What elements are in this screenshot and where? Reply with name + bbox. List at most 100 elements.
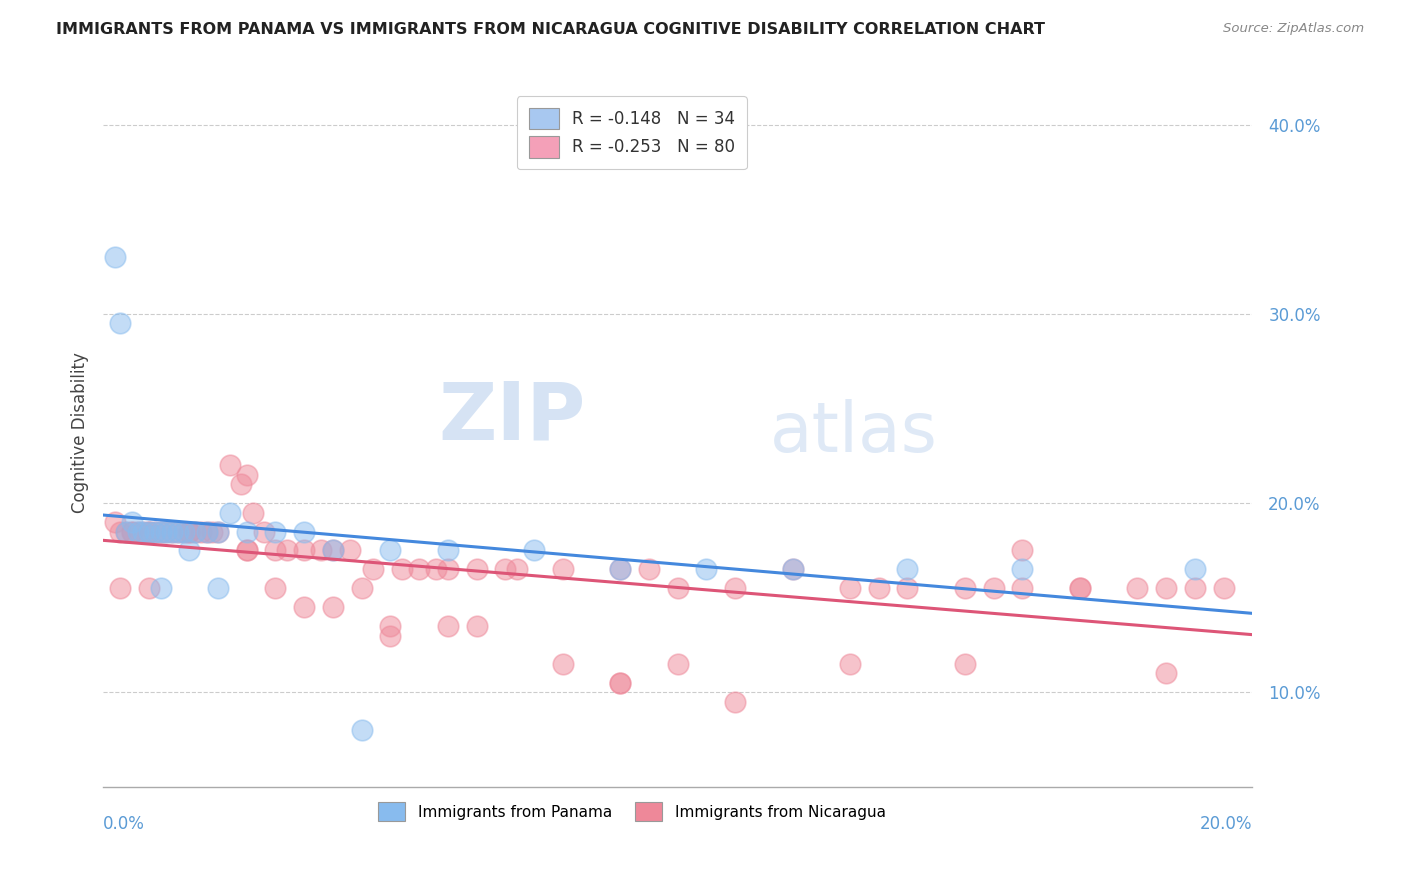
Text: IMMIGRANTS FROM PANAMA VS IMMIGRANTS FROM NICARAGUA COGNITIVE DISABILITY CORRELA: IMMIGRANTS FROM PANAMA VS IMMIGRANTS FRO…	[56, 22, 1045, 37]
Point	[896, 581, 918, 595]
Legend: Immigrants from Panama, Immigrants from Nicaragua: Immigrants from Panama, Immigrants from …	[370, 794, 893, 829]
Point	[184, 524, 207, 539]
Point	[173, 524, 195, 539]
Point	[190, 524, 212, 539]
Point	[149, 581, 172, 595]
Point	[143, 524, 166, 539]
Point	[160, 524, 183, 539]
Point	[896, 562, 918, 576]
Point	[638, 562, 661, 576]
Point	[339, 543, 361, 558]
Point	[242, 506, 264, 520]
Point	[166, 524, 188, 539]
Point	[609, 562, 631, 576]
Point	[983, 581, 1005, 595]
Point	[115, 524, 138, 539]
Point	[132, 524, 155, 539]
Point	[155, 524, 177, 539]
Point	[104, 515, 127, 529]
Point	[138, 524, 160, 539]
Text: 0.0%: 0.0%	[103, 815, 145, 833]
Point	[666, 657, 689, 671]
Point	[201, 524, 224, 539]
Point	[104, 250, 127, 264]
Point	[149, 524, 172, 539]
Point	[236, 467, 259, 482]
Text: atlas: atlas	[769, 399, 938, 466]
Point	[218, 506, 240, 520]
Point	[1184, 581, 1206, 595]
Point	[465, 619, 488, 633]
Point	[121, 524, 143, 539]
Point	[437, 619, 460, 633]
Point	[173, 524, 195, 539]
Point	[322, 543, 344, 558]
Point	[292, 543, 315, 558]
Point	[110, 581, 132, 595]
Point	[506, 562, 529, 576]
Point	[666, 581, 689, 595]
Point	[207, 524, 229, 539]
Point	[1154, 666, 1177, 681]
Point	[264, 524, 287, 539]
Point	[155, 524, 177, 539]
Point	[361, 562, 384, 576]
Point	[236, 543, 259, 558]
Point	[782, 562, 804, 576]
Point	[322, 600, 344, 615]
Point	[138, 581, 160, 595]
Point	[380, 543, 402, 558]
Point	[143, 524, 166, 539]
Point	[408, 562, 430, 576]
Point	[110, 317, 132, 331]
Point	[132, 524, 155, 539]
Point	[264, 581, 287, 595]
Point	[350, 581, 373, 595]
Point	[253, 524, 276, 539]
Point	[437, 562, 460, 576]
Point	[839, 581, 862, 595]
Text: 20.0%: 20.0%	[1199, 815, 1253, 833]
Point	[425, 562, 447, 576]
Point	[1011, 543, 1033, 558]
Point	[149, 524, 172, 539]
Point	[110, 524, 132, 539]
Point	[184, 524, 207, 539]
Point	[195, 524, 218, 539]
Point	[1184, 562, 1206, 576]
Point	[179, 524, 201, 539]
Point	[724, 695, 747, 709]
Point	[551, 657, 574, 671]
Point	[292, 600, 315, 615]
Point	[465, 562, 488, 576]
Point	[1011, 581, 1033, 595]
Point	[236, 543, 259, 558]
Point	[218, 458, 240, 473]
Point	[179, 524, 201, 539]
Text: Source: ZipAtlas.com: Source: ZipAtlas.com	[1223, 22, 1364, 36]
Point	[1154, 581, 1177, 595]
Point	[292, 524, 315, 539]
Point	[322, 543, 344, 558]
Point	[494, 562, 516, 576]
Point	[311, 543, 333, 558]
Point	[236, 524, 259, 539]
Text: ZIP: ZIP	[439, 379, 586, 457]
Point	[380, 619, 402, 633]
Point	[437, 543, 460, 558]
Point	[1011, 562, 1033, 576]
Point	[1069, 581, 1091, 595]
Point	[609, 676, 631, 690]
Point	[380, 629, 402, 643]
Point	[609, 562, 631, 576]
Point	[264, 543, 287, 558]
Point	[953, 657, 976, 671]
Point	[207, 581, 229, 595]
Point	[138, 524, 160, 539]
Y-axis label: Cognitive Disability: Cognitive Disability	[72, 351, 89, 513]
Point	[695, 562, 717, 576]
Point	[724, 581, 747, 595]
Point	[868, 581, 890, 595]
Point	[1069, 581, 1091, 595]
Point	[166, 524, 188, 539]
